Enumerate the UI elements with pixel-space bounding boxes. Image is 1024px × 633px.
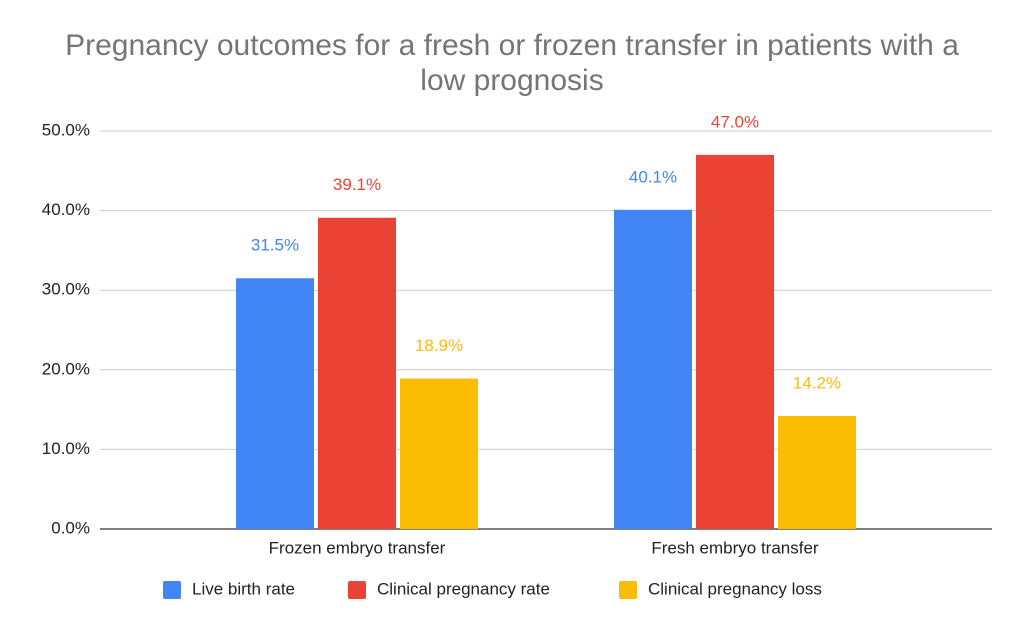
y-tick-label: 10.0%	[42, 439, 90, 458]
y-tick-label: 30.0%	[42, 280, 90, 299]
value-label: 18.9%	[415, 336, 463, 355]
bar	[696, 154, 774, 529]
legend-swatch	[619, 581, 637, 599]
value-label: 47.0%	[711, 112, 759, 131]
legend-label: Clinical pregnancy loss	[648, 579, 822, 598]
chart-title: Pregnancy outcomes for a fresh or frozen…	[65, 29, 959, 97]
y-tick-label: 20.0%	[42, 359, 90, 378]
value-label: 14.2%	[793, 373, 841, 392]
x-tick-label: Frozen embryo transfer	[269, 538, 446, 557]
legend-swatch	[163, 581, 181, 599]
bar	[614, 209, 692, 529]
legend-label: Clinical pregnancy rate	[377, 579, 550, 598]
y-tick-label: 50.0%	[42, 120, 90, 139]
y-tick-label: 0.0%	[51, 518, 90, 537]
y-tick-label: 40.0%	[42, 200, 90, 219]
legend-swatch	[348, 581, 366, 599]
bar	[318, 217, 396, 529]
value-label: 40.1%	[629, 167, 677, 186]
value-label: 39.1%	[333, 175, 381, 194]
x-tick-label: Fresh embryo transfer	[651, 538, 819, 557]
legend-label: Live birth rate	[192, 579, 295, 598]
bar	[400, 378, 478, 529]
bar	[236, 278, 314, 529]
value-label: 31.5%	[251, 236, 299, 255]
bar	[778, 415, 856, 529]
